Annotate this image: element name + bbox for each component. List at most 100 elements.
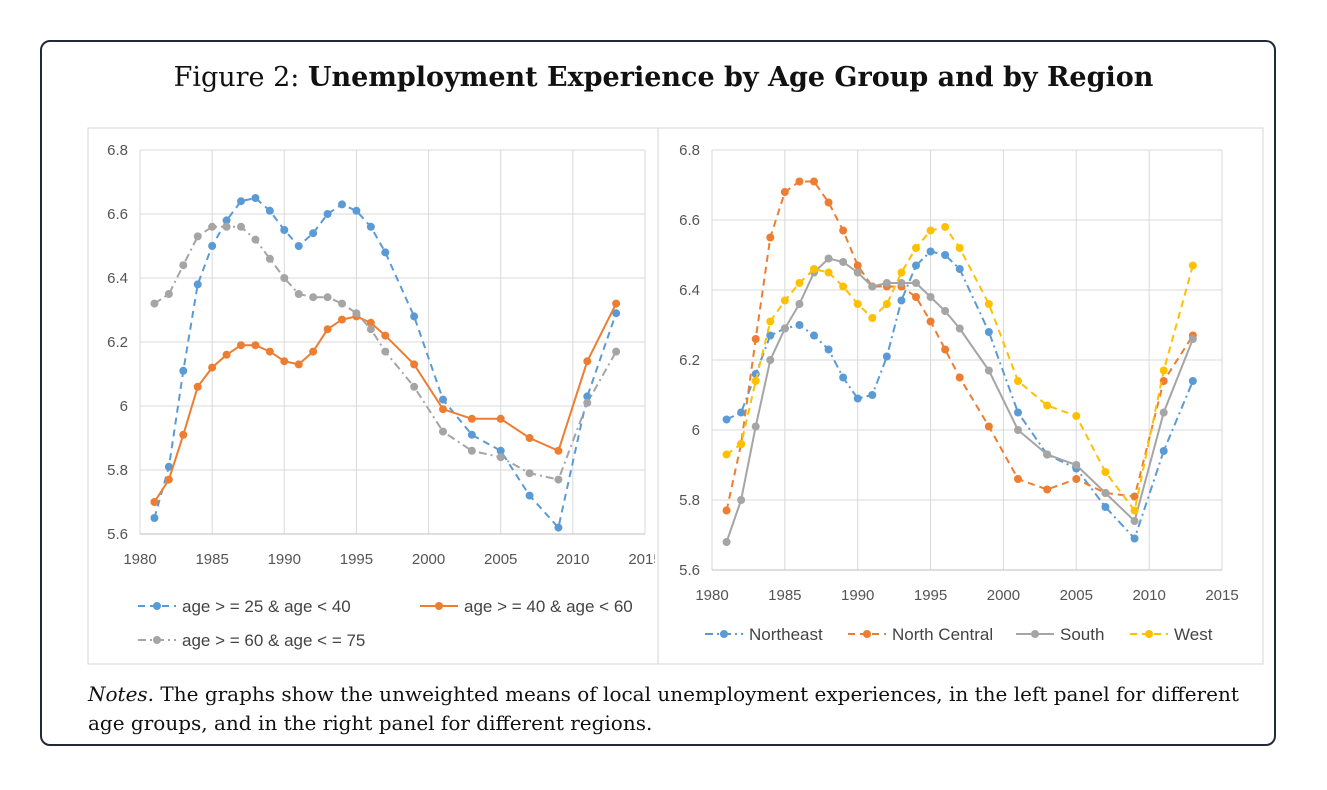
- data-point: [1014, 408, 1022, 417]
- y-tick-label: 6.6: [679, 212, 700, 229]
- data-point: [795, 321, 804, 329]
- x-tick-label: 1995: [340, 551, 373, 568]
- legend-label: North Central: [892, 625, 993, 644]
- data-point: [824, 254, 833, 263]
- data-point: [853, 261, 862, 270]
- data-point: [410, 382, 419, 391]
- data-point: [164, 290, 173, 298]
- data-point: [1130, 534, 1139, 543]
- data-point: [1159, 447, 1168, 455]
- data-point: [955, 373, 964, 382]
- y-tick-label: 6.4: [679, 282, 700, 299]
- data-point: [737, 440, 746, 448]
- data-point: [766, 233, 775, 242]
- data-point: [868, 314, 877, 322]
- data-point: [294, 290, 303, 298]
- data-point: [926, 247, 935, 256]
- data-point: [193, 280, 202, 289]
- data-point: [525, 469, 534, 478]
- legend-label: age > = 60 & age < = 75: [182, 631, 365, 650]
- data-point: [1072, 475, 1081, 483]
- x-tick-label: 2010: [1132, 587, 1165, 604]
- y-tick-label: 6.2: [679, 352, 700, 369]
- data-point: [467, 430, 476, 439]
- y-tick-label: 6: [692, 422, 700, 439]
- legend-entry: age > = 40 & age < 60: [420, 597, 633, 616]
- data-point: [381, 331, 390, 340]
- data-point: [1101, 489, 1110, 497]
- data-point: [265, 347, 274, 356]
- data-point: [366, 325, 375, 334]
- data-point: [839, 226, 848, 235]
- data-point: [439, 427, 447, 436]
- data-point: [280, 357, 289, 366]
- data-point: [150, 299, 159, 308]
- data-point: [612, 347, 621, 356]
- x-tick-label: 1990: [268, 551, 301, 568]
- data-point: [751, 377, 760, 385]
- data-point: [1101, 503, 1110, 511]
- legend-entry: age > = 25 & age < 40: [138, 597, 351, 616]
- data-point: [612, 309, 621, 318]
- left-panel-border: [87, 127, 659, 665]
- data-point: [554, 475, 563, 484]
- figure-label: Figure 2:: [173, 62, 300, 93]
- data-point: [525, 491, 534, 500]
- data-point: [984, 422, 993, 431]
- data-point: [193, 232, 202, 241]
- x-tick-label: 2010: [556, 551, 589, 568]
- legend-entry: age > = 60 & age < = 75: [138, 631, 365, 650]
- data-point: [780, 188, 789, 196]
- data-point: [222, 222, 231, 231]
- data-point: [323, 210, 332, 218]
- data-point: [381, 248, 390, 257]
- data-point: [251, 235, 260, 244]
- legend-swatch-marker: [435, 602, 443, 610]
- data-point: [737, 496, 746, 504]
- series-0-0: [150, 194, 621, 532]
- data-point: [1188, 261, 1197, 270]
- legend-label: Northeast: [749, 625, 823, 644]
- data-point: [150, 514, 159, 522]
- data-point: [150, 498, 159, 506]
- data-point: [795, 300, 804, 308]
- data-point: [496, 453, 505, 462]
- data-point: [926, 317, 935, 326]
- data-point: [164, 462, 173, 471]
- data-point: [941, 223, 950, 231]
- y-tick-label: 6.4: [107, 270, 128, 287]
- data-point: [1043, 401, 1052, 410]
- x-tick-label: 2005: [484, 551, 517, 568]
- figure-title: Figure 2: Unemployment Experience by Age…: [0, 62, 1327, 93]
- y-tick-label: 6: [120, 398, 128, 415]
- figure-notes: Notes. The graphs show the unweighted me…: [88, 680, 1248, 738]
- data-point: [1159, 366, 1168, 375]
- data-point: [1101, 468, 1110, 476]
- data-point: [868, 282, 877, 291]
- data-point: [941, 307, 950, 315]
- y-tick-label: 5.8: [107, 462, 128, 479]
- data-point: [294, 242, 303, 250]
- data-point: [810, 265, 818, 273]
- data-point: [237, 197, 245, 206]
- data-point: [912, 279, 920, 287]
- data-point: [1014, 475, 1022, 483]
- data-point: [467, 414, 476, 423]
- data-point: [366, 318, 375, 327]
- data-point: [1014, 377, 1022, 385]
- data-point: [766, 331, 775, 340]
- data-point: [751, 335, 760, 343]
- x-tick-label: 2005: [1060, 587, 1093, 604]
- data-point: [897, 268, 906, 277]
- x-tick-label: 1990: [841, 587, 874, 604]
- data-point: [751, 422, 760, 431]
- x-tick-label: 1985: [768, 587, 801, 604]
- data-point: [839, 258, 848, 266]
- data-point: [1159, 408, 1168, 417]
- data-point: [309, 293, 318, 302]
- data-point: [722, 538, 731, 546]
- data-point: [208, 242, 217, 250]
- data-point: [766, 317, 775, 326]
- data-point: [352, 309, 361, 318]
- data-point: [1043, 450, 1052, 459]
